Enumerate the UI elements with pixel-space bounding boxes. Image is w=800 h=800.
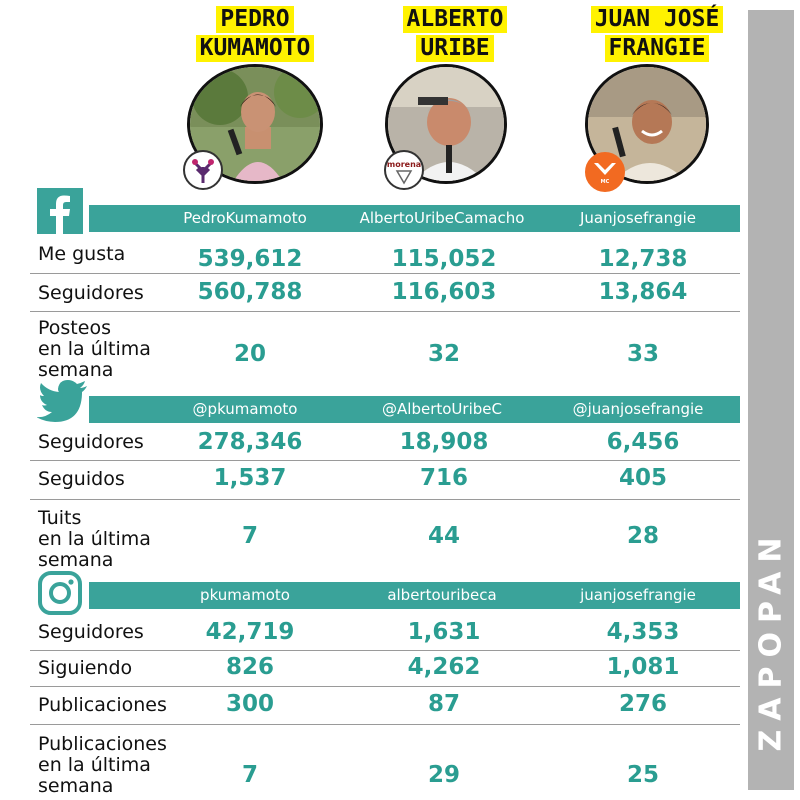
value-fb-seguidores-2: 116,603 — [391, 279, 497, 305]
row-divider — [30, 460, 740, 461]
value-fb-me-gusta-2: 115,052 — [391, 246, 497, 272]
value-tw-tuits-3: 28 — [626, 523, 659, 549]
value-tw-seguidos-2: 716 — [419, 465, 468, 491]
value-ig-siguiendo-1: 826 — [225, 654, 274, 680]
instagram-icon — [37, 570, 83, 616]
row-divider — [30, 724, 740, 725]
value-fb-posteos-2: 32 — [427, 341, 460, 367]
value-fb-posteos-1: 20 — [233, 341, 266, 367]
value-tw-tuits-2: 44 — [427, 523, 460, 549]
value-fb-seguidores-3: 13,864 — [598, 279, 688, 305]
value-ig-siguiendo-2: 4,262 — [407, 654, 481, 680]
row-divider — [30, 273, 740, 274]
value-ig-publicaciones-semana-2: 29 — [427, 762, 460, 788]
row-label-fb-posteos: Posteos en la última semana — [38, 317, 151, 381]
value-fb-me-gusta-1: 539,612 — [197, 246, 303, 272]
instagram-handle-2: albertouribeca — [387, 586, 497, 604]
value-ig-siguiendo-3: 1,081 — [606, 654, 680, 680]
value-tw-seguidos-3: 405 — [618, 465, 667, 491]
row-label-tw-seguidores: Seguidores — [38, 431, 144, 453]
value-ig-seguidores-3: 4,353 — [606, 619, 680, 645]
value-tw-seguidores-2: 18,908 — [399, 429, 489, 455]
value-ig-publicaciones-3: 276 — [618, 691, 667, 717]
value-ig-publicaciones-1: 300 — [225, 691, 274, 717]
twitter-handle-2: @AlbertoUribeC — [382, 400, 502, 418]
row-divider — [30, 686, 740, 687]
row-label-ig-publicaciones-semana: Publicaciones en la última semana — [38, 733, 167, 797]
value-ig-publicaciones-2: 87 — [427, 691, 460, 717]
value-ig-publicaciones-semana-3: 25 — [626, 762, 659, 788]
instagram-handle-bar: pkumamoto albertouribeca juanjosefrangie — [89, 582, 740, 609]
value-tw-seguidores-3: 6,456 — [606, 429, 680, 455]
row-label-fb-seguidores: Seguidores — [38, 282, 144, 304]
value-fb-posteos-3: 33 — [626, 341, 659, 367]
party-logo-2: morena — [384, 150, 424, 190]
value-ig-seguidores-2: 1,631 — [407, 619, 481, 645]
candidate-name-1: PEDRO KUMAMOTO — [180, 6, 330, 64]
facebook-handle-3: Juanjosefrangie — [579, 209, 697, 227]
candidate-name-2: ALBERTO URIBE — [380, 6, 530, 64]
row-label-fb-me-gusta: Me gusta — [38, 243, 126, 265]
candidate-name-3: JUAN JOSÉ FRANGIE — [582, 6, 732, 64]
side-band — [748, 10, 794, 790]
facebook-handle-1: PedroKumamoto — [183, 209, 307, 227]
twitter-bird-icon — [36, 378, 89, 424]
row-divider — [30, 311, 740, 312]
party-logo-1 — [183, 150, 223, 190]
value-ig-publicaciones-semana-1: 7 — [241, 762, 258, 788]
row-divider — [30, 499, 740, 500]
row-divider — [30, 650, 740, 651]
instagram-handle-1: pkumamoto — [200, 586, 290, 604]
instagram-handle-3: juanjosefrangie — [580, 586, 696, 604]
facebook-handle-bar: PedroKumamoto AlbertoUribeCamacho Juanjo… — [89, 205, 740, 232]
row-label-tw-tuits: Tuits en la última semana — [38, 507, 151, 571]
party-logo-3: MC — [585, 152, 625, 192]
row-label-tw-seguidos: Seguidos — [38, 468, 125, 490]
value-fb-me-gusta-3: 12,738 — [598, 246, 688, 272]
row-label-ig-seguidores: Seguidores — [38, 621, 144, 643]
value-tw-seguidos-1: 1,537 — [213, 465, 287, 491]
row-label-ig-siguiendo: Siguiendo — [38, 657, 133, 679]
value-tw-seguidores-1: 278,346 — [197, 429, 303, 455]
twitter-handle-3: @juanjosefrangie — [572, 400, 704, 418]
value-fb-seguidores-1: 560,788 — [197, 279, 303, 305]
twitter-handle-1: @pkumamoto — [192, 400, 298, 418]
morena-logo-text: morena — [387, 160, 421, 169]
twitter-handle-bar: @pkumamoto @AlbertoUribeC @juanjosefrang… — [89, 396, 740, 423]
row-label-ig-publicaciones: Publicaciones — [38, 694, 167, 716]
svg-text:MC: MC — [601, 179, 610, 185]
value-tw-tuits-1: 7 — [241, 523, 258, 549]
value-ig-seguidores-1: 42,719 — [205, 619, 295, 645]
facebook-icon — [37, 188, 83, 234]
facebook-handle-2: AlbertoUribeCamacho — [359, 209, 525, 227]
